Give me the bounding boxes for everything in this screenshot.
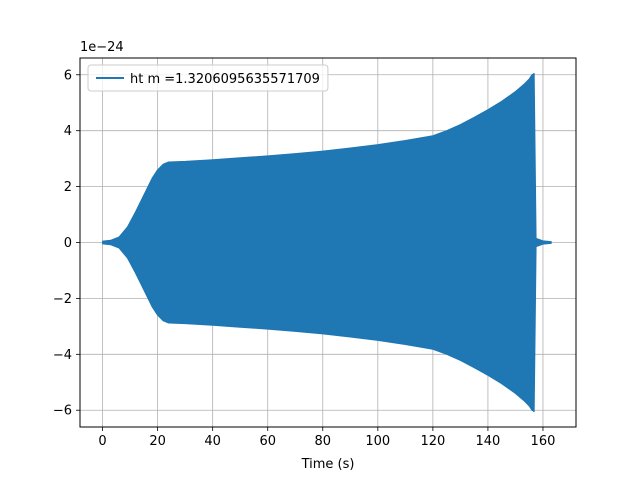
y-tick-label: −4 [53,348,72,363]
y-tick-label: −6 [53,404,72,419]
y-tick-label: 4 [64,124,72,139]
y-tick-label: 6 [64,68,72,83]
y-tick-label: −2 [53,292,72,307]
x-tick-label: 20 [149,434,166,449]
axis-ticks: 0 20 40 60 80 100 120 140 160 −6 −4 −2 0 2 4 6 [53,68,556,449]
x-tick-label: 140 [476,434,501,449]
x-tick-label: 120 [420,434,445,449]
x-tick-label: 60 [259,434,276,449]
series-layer [102,72,552,413]
y-tick-label: 2 [64,180,72,195]
x-tick-label: 80 [314,434,331,449]
y-tick-label: 0 [64,236,72,251]
legend-box [87,64,329,92]
x-tick-label: 0 [98,434,106,449]
y-offset-text: 1e−24 [80,40,124,55]
x-tick-label: 100 [365,434,390,449]
x-axis-label: Time (s) [301,457,355,472]
legend: ht m =1.3206095635571709 [87,64,329,92]
x-tick-label: 160 [531,434,556,449]
legend-label: ht m =1.3206095635571709 [130,72,320,87]
x-tick-label: 40 [204,434,221,449]
